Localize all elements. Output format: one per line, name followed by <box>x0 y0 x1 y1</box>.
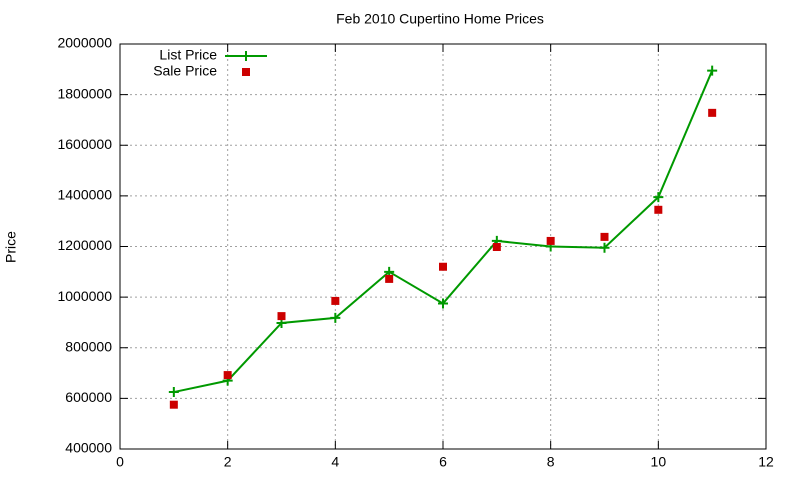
data-point <box>168 387 179 398</box>
y-tick-label: 1400000 <box>57 187 112 203</box>
x-tick-label: 10 <box>651 454 667 470</box>
y-tick-label: 1200000 <box>57 237 112 253</box>
data-point <box>331 296 340 305</box>
chart-title: Feb 2010 Cupertino Home Prices <box>336 11 544 27</box>
data-point <box>599 242 610 253</box>
data-point <box>707 65 718 76</box>
legend-symbol <box>242 68 250 76</box>
x-tick-label: 0 <box>116 454 124 470</box>
data-point <box>439 262 447 271</box>
legend-label: Sale Price <box>153 63 217 79</box>
data-point <box>708 108 717 117</box>
y-tick-label: 800000 <box>65 338 112 354</box>
data-point <box>654 205 663 214</box>
data-point <box>385 274 394 283</box>
y-tick-label: 1800000 <box>57 85 112 101</box>
data-point <box>277 312 286 321</box>
legend-symbol <box>241 51 251 61</box>
y-tick-label: 400000 <box>65 440 112 456</box>
data-point <box>653 192 664 203</box>
y-tick-label: 600000 <box>65 389 112 405</box>
data-point <box>600 232 609 241</box>
data-point <box>330 312 341 323</box>
x-tick-label: 8 <box>547 454 555 470</box>
x-tick-label: 6 <box>439 454 447 470</box>
x-tick-label: 2 <box>224 454 232 470</box>
series-line <box>173 70 714 394</box>
x-tick-label: 12 <box>758 454 774 470</box>
data-point <box>546 236 555 245</box>
y-tick-label: 2000000 <box>57 35 112 51</box>
data-point <box>492 243 501 252</box>
data-point <box>438 298 448 309</box>
plot-frame <box>119 43 767 450</box>
data-point <box>223 371 232 380</box>
y-axis-label: Price <box>3 231 19 263</box>
data-point <box>169 400 178 409</box>
y-tick-label: 1000000 <box>57 288 112 304</box>
x-tick-label: 4 <box>331 454 339 470</box>
legend-label: List Price <box>159 47 217 63</box>
y-tick-label: 1600000 <box>57 136 112 152</box>
